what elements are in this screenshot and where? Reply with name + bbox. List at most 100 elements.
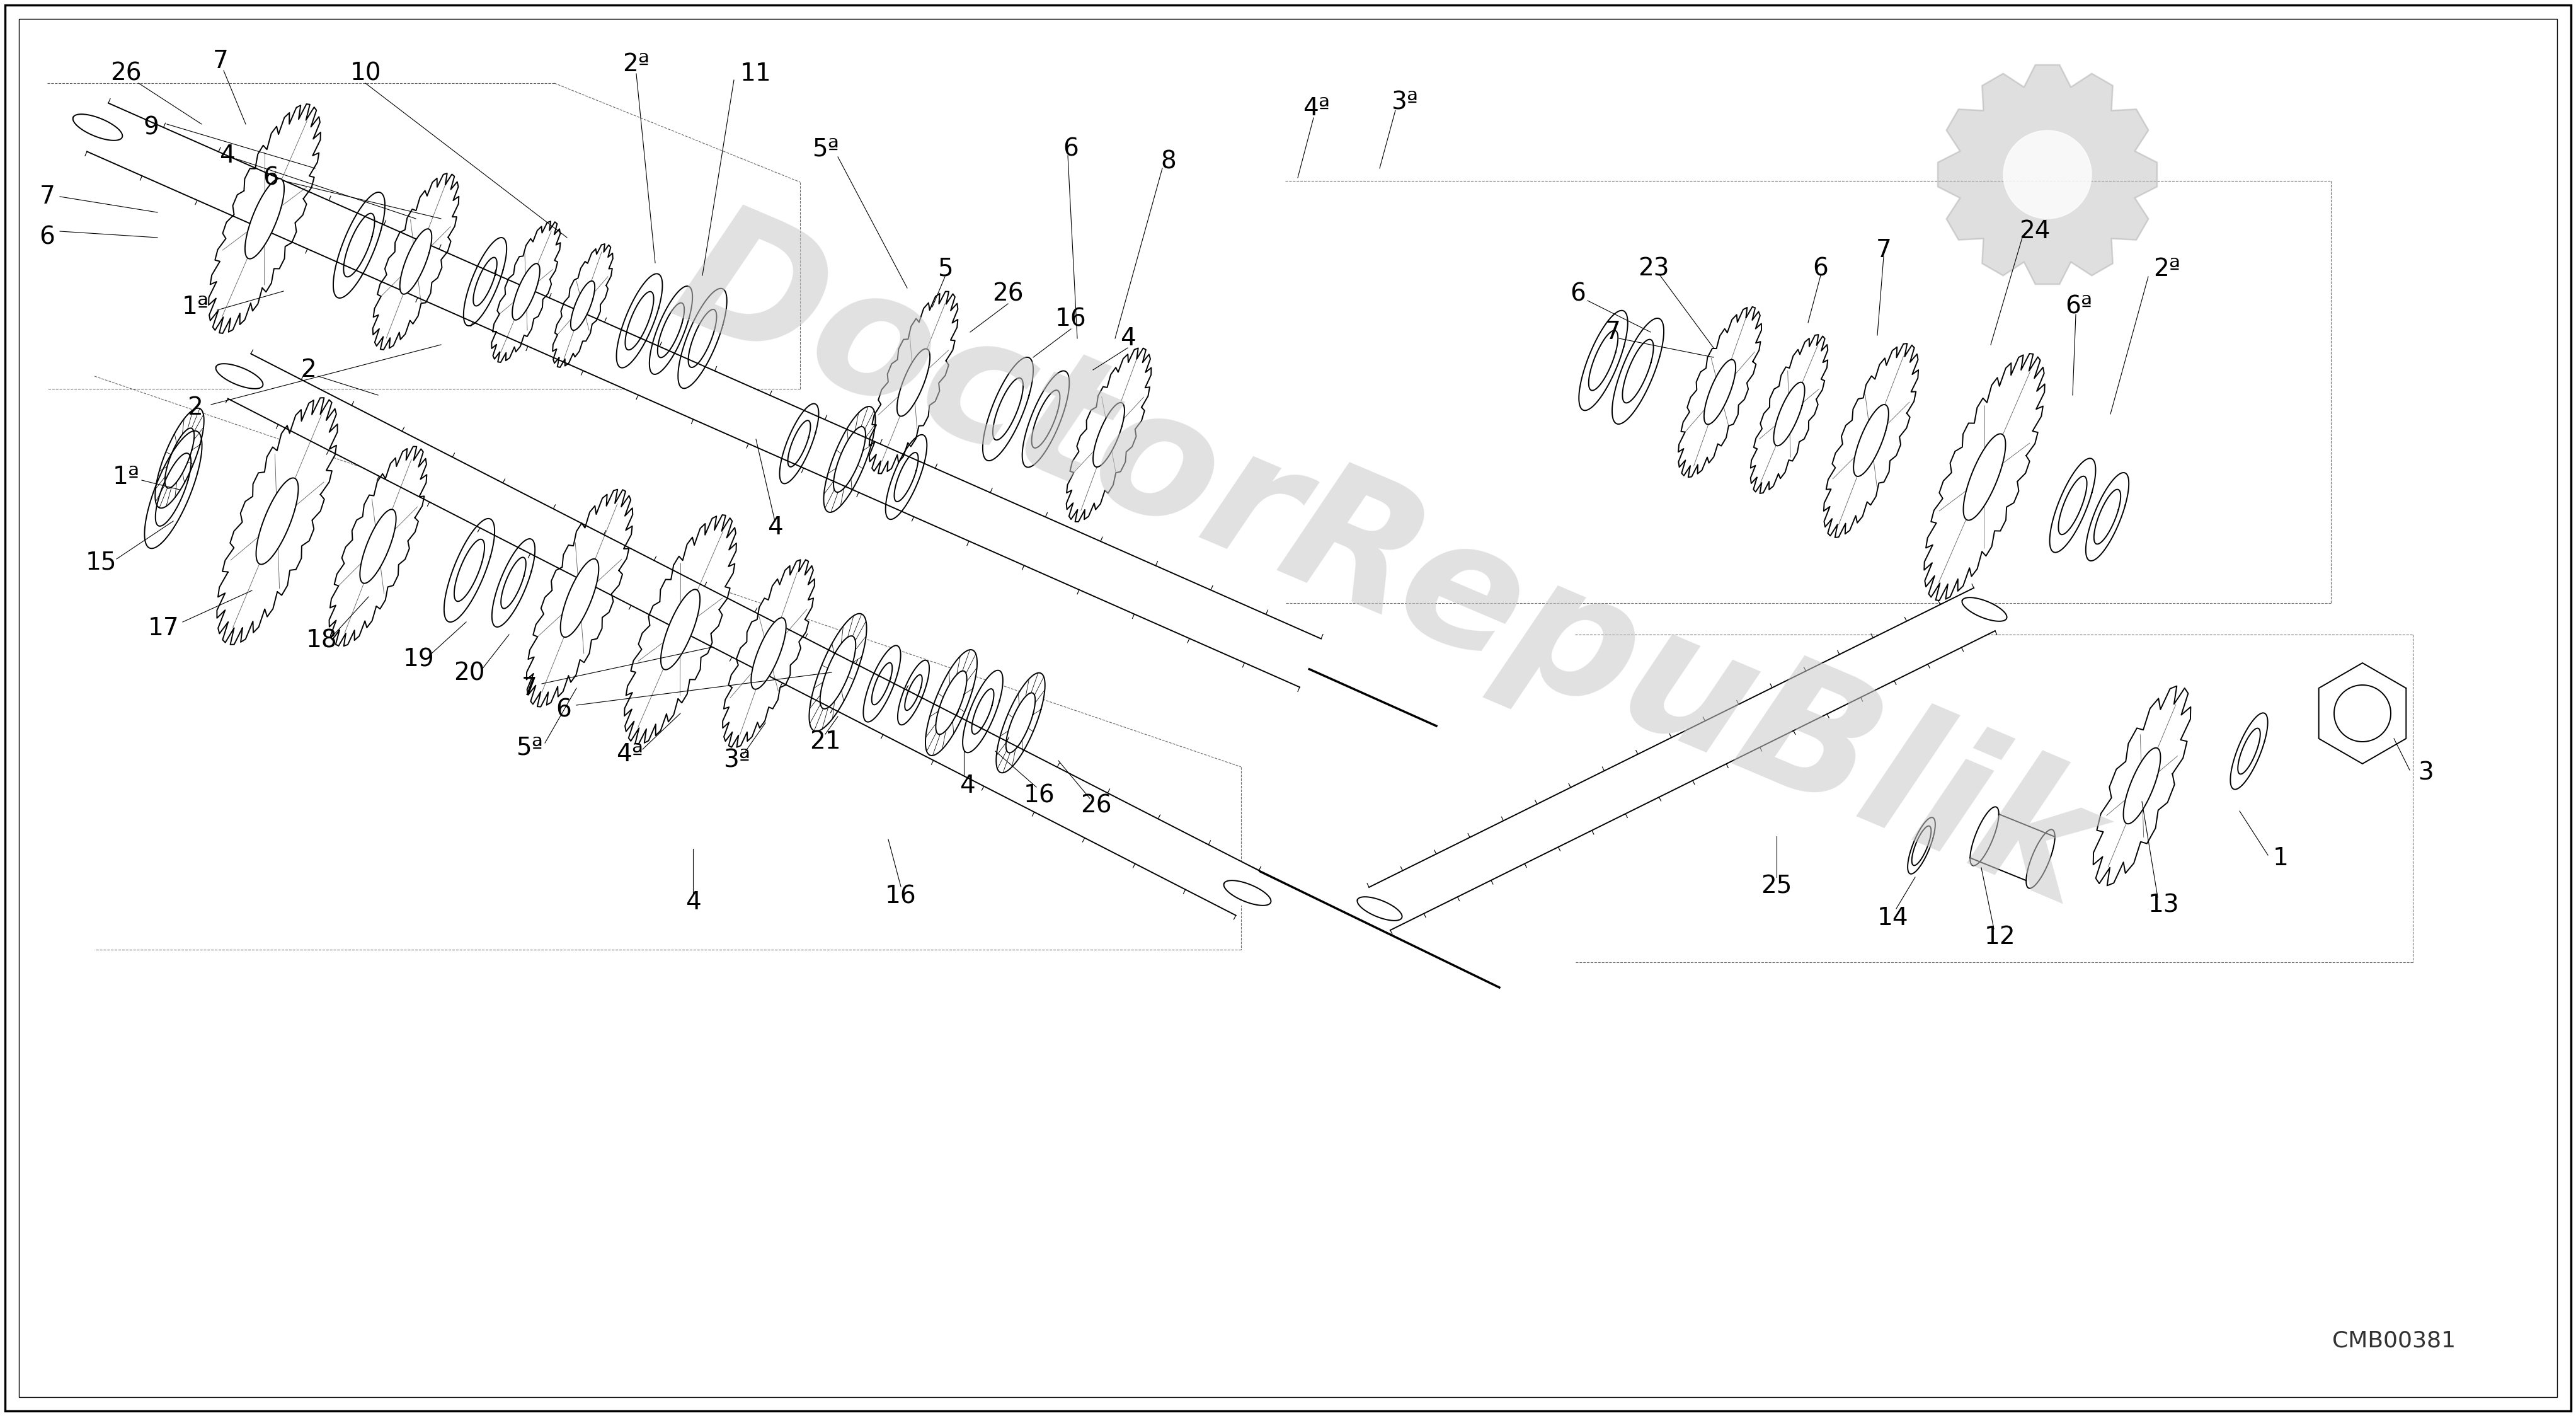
Polygon shape	[992, 378, 1023, 440]
Polygon shape	[1623, 340, 1654, 404]
Polygon shape	[1909, 817, 1935, 874]
Text: CMB00381: CMB00381	[2331, 1330, 2455, 1351]
Polygon shape	[2239, 728, 2259, 775]
Text: 5ª: 5ª	[811, 137, 840, 161]
Polygon shape	[513, 263, 541, 320]
Polygon shape	[1937, 65, 2156, 285]
Polygon shape	[1911, 826, 1932, 865]
Text: 11: 11	[739, 62, 773, 86]
Text: 4: 4	[768, 515, 783, 539]
Text: 16: 16	[886, 884, 917, 908]
Polygon shape	[925, 650, 976, 756]
Text: 21: 21	[809, 729, 840, 753]
Polygon shape	[2004, 130, 2092, 218]
Polygon shape	[1224, 881, 1270, 905]
Polygon shape	[155, 408, 204, 508]
Polygon shape	[2058, 476, 2087, 535]
Polygon shape	[819, 636, 855, 709]
Text: 6: 6	[1571, 282, 1587, 306]
Text: 24: 24	[2020, 219, 2050, 244]
Polygon shape	[904, 675, 922, 711]
Text: 7: 7	[520, 677, 536, 700]
Polygon shape	[399, 229, 433, 295]
Text: 7: 7	[39, 184, 54, 208]
Polygon shape	[781, 404, 819, 484]
Polygon shape	[245, 178, 283, 259]
Polygon shape	[464, 238, 507, 326]
Polygon shape	[2102, 704, 2182, 868]
Polygon shape	[1092, 402, 1126, 467]
Polygon shape	[896, 348, 930, 416]
Polygon shape	[2318, 663, 2406, 763]
Polygon shape	[657, 303, 685, 358]
Polygon shape	[752, 617, 786, 690]
Polygon shape	[492, 539, 536, 627]
Polygon shape	[2123, 748, 2161, 824]
Polygon shape	[1007, 692, 1036, 753]
Polygon shape	[971, 688, 994, 733]
Polygon shape	[2050, 459, 2097, 552]
Text: 5ª: 5ª	[515, 736, 544, 760]
Polygon shape	[688, 310, 716, 367]
Text: 23: 23	[1638, 258, 1669, 280]
Text: 19: 19	[404, 647, 435, 671]
Text: 1ª: 1ª	[113, 464, 139, 489]
Text: DoctorRepuBlik: DoctorRepuBlik	[652, 190, 2120, 942]
Polygon shape	[863, 646, 902, 722]
Polygon shape	[886, 435, 927, 520]
Polygon shape	[556, 252, 608, 360]
Polygon shape	[255, 479, 299, 565]
Polygon shape	[1971, 807, 1999, 865]
Polygon shape	[88, 103, 1321, 687]
Polygon shape	[809, 613, 866, 731]
Text: 6: 6	[1814, 258, 1829, 280]
Text: 26: 26	[111, 62, 142, 86]
Polygon shape	[1824, 344, 1919, 538]
Polygon shape	[2087, 473, 2128, 561]
Polygon shape	[330, 446, 428, 646]
Polygon shape	[1685, 317, 1757, 466]
Polygon shape	[1932, 370, 2038, 585]
Text: 17: 17	[149, 616, 180, 640]
Text: 18: 18	[307, 629, 337, 653]
Polygon shape	[981, 357, 1033, 460]
Text: 2: 2	[188, 395, 204, 419]
Polygon shape	[2094, 685, 2190, 885]
Text: 4: 4	[958, 775, 974, 797]
Polygon shape	[1829, 355, 1911, 525]
Text: 6: 6	[1064, 137, 1079, 161]
Polygon shape	[500, 558, 526, 609]
Polygon shape	[824, 406, 876, 513]
Text: 26: 26	[992, 282, 1023, 306]
Text: 26: 26	[1079, 794, 1113, 818]
Text: 5: 5	[938, 258, 953, 280]
Polygon shape	[72, 115, 124, 140]
Polygon shape	[209, 103, 319, 333]
Text: 4ª: 4ª	[616, 742, 644, 766]
Polygon shape	[677, 289, 726, 388]
Polygon shape	[616, 273, 662, 368]
Text: 2ª: 2ª	[623, 52, 649, 76]
Text: 20: 20	[453, 661, 484, 685]
Text: 2ª: 2ª	[2154, 258, 2182, 280]
Polygon shape	[871, 663, 891, 705]
Polygon shape	[1579, 310, 1628, 411]
Polygon shape	[1589, 330, 1618, 391]
Polygon shape	[997, 673, 1046, 773]
Polygon shape	[474, 258, 497, 306]
Text: 13: 13	[2148, 893, 2179, 918]
Polygon shape	[144, 430, 201, 548]
Polygon shape	[1680, 307, 1762, 477]
Polygon shape	[1066, 348, 1151, 521]
Polygon shape	[626, 292, 654, 350]
Polygon shape	[335, 459, 420, 633]
Text: 16: 16	[1023, 783, 1056, 807]
Text: 7: 7	[1875, 238, 1891, 262]
Polygon shape	[1705, 360, 1736, 425]
Text: 1: 1	[2272, 847, 2287, 871]
Polygon shape	[1358, 896, 1401, 920]
Polygon shape	[374, 173, 459, 350]
Polygon shape	[216, 364, 263, 389]
Polygon shape	[894, 453, 917, 501]
Polygon shape	[835, 426, 866, 493]
